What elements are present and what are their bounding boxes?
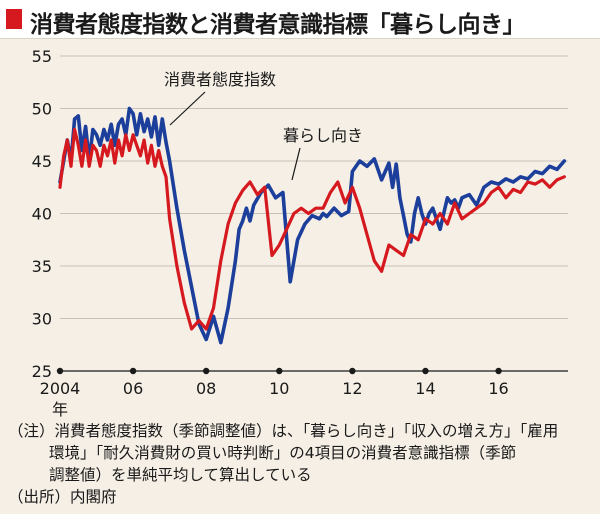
y-tick-label: 45 bbox=[32, 152, 52, 171]
y-tick-label: 30 bbox=[32, 310, 52, 329]
title-bar: 消費者態度指数と消費者意識指標「暮らし向き」 bbox=[0, 0, 600, 39]
y-tick-label: 55 bbox=[32, 47, 52, 66]
annotation-label: 暮らし向き bbox=[283, 126, 363, 145]
x-tick-label: 16 bbox=[488, 379, 508, 398]
y-tick-label: 25 bbox=[32, 362, 52, 381]
x-tick-marker bbox=[422, 367, 429, 375]
note-line: （注）消費者態度指数（季節調整値）は、「暮らし向き」「収入の増え方」「雇用 bbox=[8, 422, 559, 440]
x-tick-marker bbox=[129, 367, 137, 375]
x-tick-label: 10 bbox=[269, 379, 289, 398]
y-tick-label: 35 bbox=[32, 257, 52, 276]
y-tick-label: 40 bbox=[32, 205, 52, 224]
note-line: 環境」「耐久消費財の買い時判断」の4項目の消費者意識指標（季節 bbox=[49, 444, 517, 462]
x-tick-label: 08 bbox=[196, 379, 216, 398]
annotation-leader bbox=[291, 147, 301, 181]
x-tick-marker bbox=[276, 367, 283, 375]
x-tick-marker bbox=[202, 367, 210, 375]
line-chart: 25 30 35 40 45 50 55 2004 06 08 10 12 14 16 年 消費者態度指数暮ら… bbox=[32, 47, 568, 418]
x-tick-marker bbox=[495, 367, 502, 375]
source-line: （出所）内閣府 bbox=[8, 488, 117, 506]
series-line-livelihood bbox=[58, 127, 566, 331]
chart-title: 消費者態度指数と消費者意識指標「暮らし向き」 bbox=[30, 12, 526, 38]
annotation-label: 消費者態度指数 bbox=[164, 70, 276, 89]
notes: （注）消費者態度指数（季節調整値）は、「暮らし向き」「収入の増え方」「雇用 環境… bbox=[8, 420, 598, 508]
annotation-leader bbox=[169, 91, 206, 126]
series-line-consumer-confidence bbox=[58, 106, 567, 345]
x-tick-marker bbox=[349, 367, 356, 375]
x-tick-marker bbox=[56, 367, 64, 375]
x-unit-label: 年 bbox=[52, 400, 68, 418]
x-tick-label: 2004 bbox=[40, 379, 81, 398]
title-marker-icon bbox=[6, 9, 22, 29]
note-line: 調整値）を単純平均して算出している bbox=[49, 466, 312, 484]
x-tick-label: 12 bbox=[342, 379, 362, 398]
x-tick-label: 06 bbox=[123, 379, 143, 398]
y-tick-label: 50 bbox=[32, 100, 52, 119]
x-tick-label: 14 bbox=[415, 379, 435, 398]
